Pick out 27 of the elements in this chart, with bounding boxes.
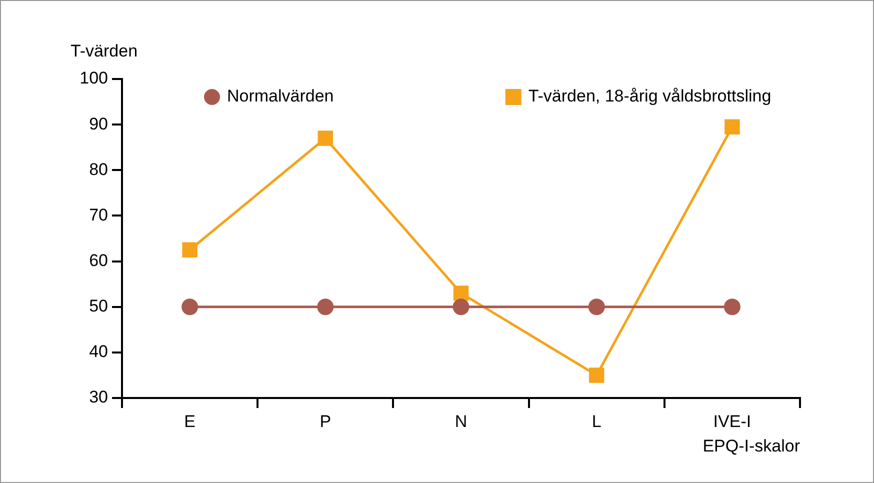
point [182, 298, 198, 316]
point [453, 286, 469, 301]
x-tick-label: P [320, 412, 332, 431]
y-tick-label: 70 [89, 205, 108, 224]
legend-label: Normalvärden [227, 86, 334, 106]
y-tick-label: 60 [89, 250, 108, 270]
x-tick-label: L [592, 412, 602, 431]
y-axis-title: T-värden [70, 42, 138, 61]
x-tick-label: IVE-I [713, 412, 752, 431]
point [724, 119, 740, 134]
y-tick-label: 90 [89, 114, 108, 134]
x-tick-label: E [184, 412, 196, 431]
legend-label: T-värden, 18-årig våldsbrottsling [528, 86, 772, 106]
x-tick-label: N [454, 412, 468, 431]
y-tick-label: 40 [89, 342, 108, 362]
point [724, 298, 740, 316]
y-tick-label: 50 [89, 296, 108, 316]
point [588, 298, 605, 316]
point [452, 298, 470, 316]
point [318, 130, 334, 146]
y-tick-label: 30 [89, 388, 108, 407]
x-axis-title: EPQ-I-skalor [702, 436, 800, 456]
y-tick-label: 100 [80, 68, 108, 88]
point [588, 368, 604, 383]
point [317, 298, 334, 316]
y-tick-label: 80 [89, 160, 108, 179]
point [182, 242, 198, 258]
